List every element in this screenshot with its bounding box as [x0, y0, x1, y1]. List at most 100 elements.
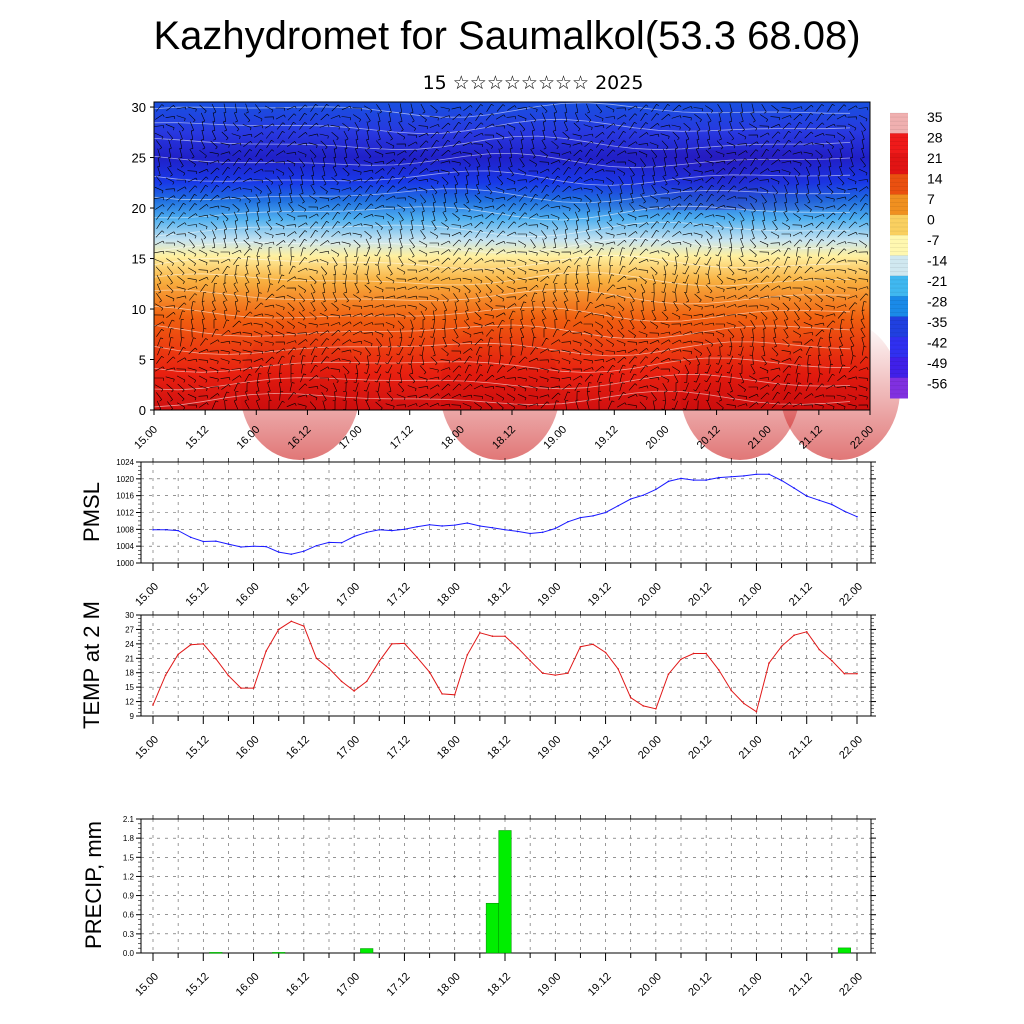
temp-panel-frame	[140, 614, 872, 717]
precip-bar	[272, 952, 286, 954]
pmsl-point	[667, 480, 670, 483]
y-tick-label: 0.3	[123, 930, 135, 939]
pmsl-point	[843, 510, 846, 513]
temp-point	[567, 672, 569, 674]
isotherm-line	[153, 152, 851, 169]
colorbar-levels	[890, 112, 908, 395]
temp-point	[164, 674, 167, 676]
chart-subtitle: 15 ☆☆☆☆☆☆☆☆ 2025	[422, 72, 644, 94]
pmsl-panel-ylabel: PMSL	[79, 482, 104, 542]
temp-point	[340, 680, 343, 683]
x-tick-label: 16.12	[284, 581, 312, 609]
pmsl-point	[541, 531, 544, 534]
temp-point	[202, 643, 205, 645]
pmsl-point	[717, 476, 720, 479]
colorbar-label: -7	[927, 232, 940, 248]
x-tick-label: 17.12	[385, 971, 413, 999]
pmsl-point	[202, 540, 205, 543]
temp-point	[428, 671, 431, 674]
temp-point	[378, 660, 381, 662]
temp-point	[856, 672, 858, 675]
isotherm-line	[153, 170, 851, 186]
pmsl-point	[265, 545, 267, 548]
y-tick-label: 1016	[116, 492, 134, 501]
colorbar-label: -14	[927, 253, 947, 269]
temp-point	[793, 634, 795, 636]
pmsl-point	[793, 487, 795, 489]
y-tick-label: 1020	[116, 475, 134, 484]
y-tick-label: 1004	[116, 542, 134, 551]
y-tick-label: 1.5	[123, 853, 135, 862]
temp-point	[843, 672, 846, 675]
y-tick-label: 25	[132, 151, 146, 166]
x-tick-label: 17.12	[385, 581, 413, 609]
colorbar-label: 28	[927, 130, 943, 146]
pmsl-point	[805, 495, 808, 497]
y-tick-label: 1.2	[123, 872, 135, 881]
x-tick-label: 18.00	[435, 971, 463, 999]
temp-point	[831, 659, 833, 662]
y-tick-label: 30	[132, 100, 146, 115]
temp-point	[554, 674, 557, 676]
x-tick-label: 15.00	[132, 424, 160, 452]
temp-point	[252, 687, 255, 689]
temp-point	[365, 680, 368, 683]
colorbar-label: -42	[927, 335, 947, 351]
pmsl-point	[340, 542, 343, 544]
y-tick-label: 1.8	[123, 834, 135, 843]
x-tick-label: 15.00	[133, 734, 161, 762]
precip-panel-ylabel: PRECIP, mm	[81, 821, 106, 949]
pmsl-point	[604, 511, 607, 514]
pmsl-point	[290, 553, 293, 555]
colorbar-swatch	[890, 194, 908, 216]
colorbar-label: 14	[927, 171, 943, 187]
temp-point	[152, 704, 154, 706]
y-tick-label: 5	[139, 353, 146, 368]
colorbar-label: -49	[927, 355, 947, 371]
pmsl-point	[416, 526, 418, 528]
pmsl-point	[215, 540, 217, 542]
x-tick-label: 19.12	[586, 971, 614, 999]
pmsl-point	[365, 531, 368, 534]
temp-point	[303, 625, 305, 627]
y-tick-label: 1000	[116, 559, 134, 568]
colorbar-label: 21	[927, 150, 943, 166]
wind-barbs	[154, 103, 869, 411]
colorbar-swatch	[890, 113, 908, 134]
pmsl-point	[491, 526, 494, 529]
pmsl-point	[617, 504, 619, 507]
temp-point	[617, 668, 619, 670]
temp-point	[529, 659, 531, 662]
x-tick-label: 16.00	[234, 581, 262, 609]
x-tick-label: 20.00	[644, 424, 672, 452]
temp-point	[227, 674, 230, 677]
x-tick-label: 17.12	[388, 424, 416, 452]
temp-point	[240, 687, 242, 689]
colorbar-label: -35	[927, 314, 947, 330]
x-tick-label: 19.00	[535, 581, 563, 609]
pmsl-point	[164, 528, 167, 531]
colorbar-label: 35	[927, 109, 943, 125]
precip-bar	[498, 830, 512, 954]
colorbar-swatch	[890, 174, 908, 195]
temp-point	[592, 643, 594, 646]
y-tick-label: 24	[125, 640, 134, 649]
y-tick-label: 10	[132, 302, 146, 317]
pmsl-point	[592, 515, 594, 517]
precip-bar	[360, 948, 374, 954]
x-tick-label: 15.12	[183, 971, 211, 999]
pmsl-point	[328, 541, 330, 544]
isotherm-line	[153, 324, 851, 340]
x-tick-label: 15.12	[183, 424, 211, 452]
pmsl-point	[227, 543, 230, 545]
colorbar-swatch	[890, 296, 908, 318]
precip-bar	[837, 947, 851, 954]
x-tick-label: 19.12	[586, 581, 614, 609]
warm-core-0	[240, 320, 360, 460]
colorbar-swatch	[890, 255, 908, 277]
temp-point	[579, 645, 582, 648]
chart-title: Kazhydromet for Saumalkol(53.3 68.08)	[153, 14, 861, 58]
x-tick-label: 15.00	[133, 971, 161, 999]
y-tick-label: 0.0	[123, 949, 135, 958]
y-tick-label: 15	[132, 252, 146, 267]
